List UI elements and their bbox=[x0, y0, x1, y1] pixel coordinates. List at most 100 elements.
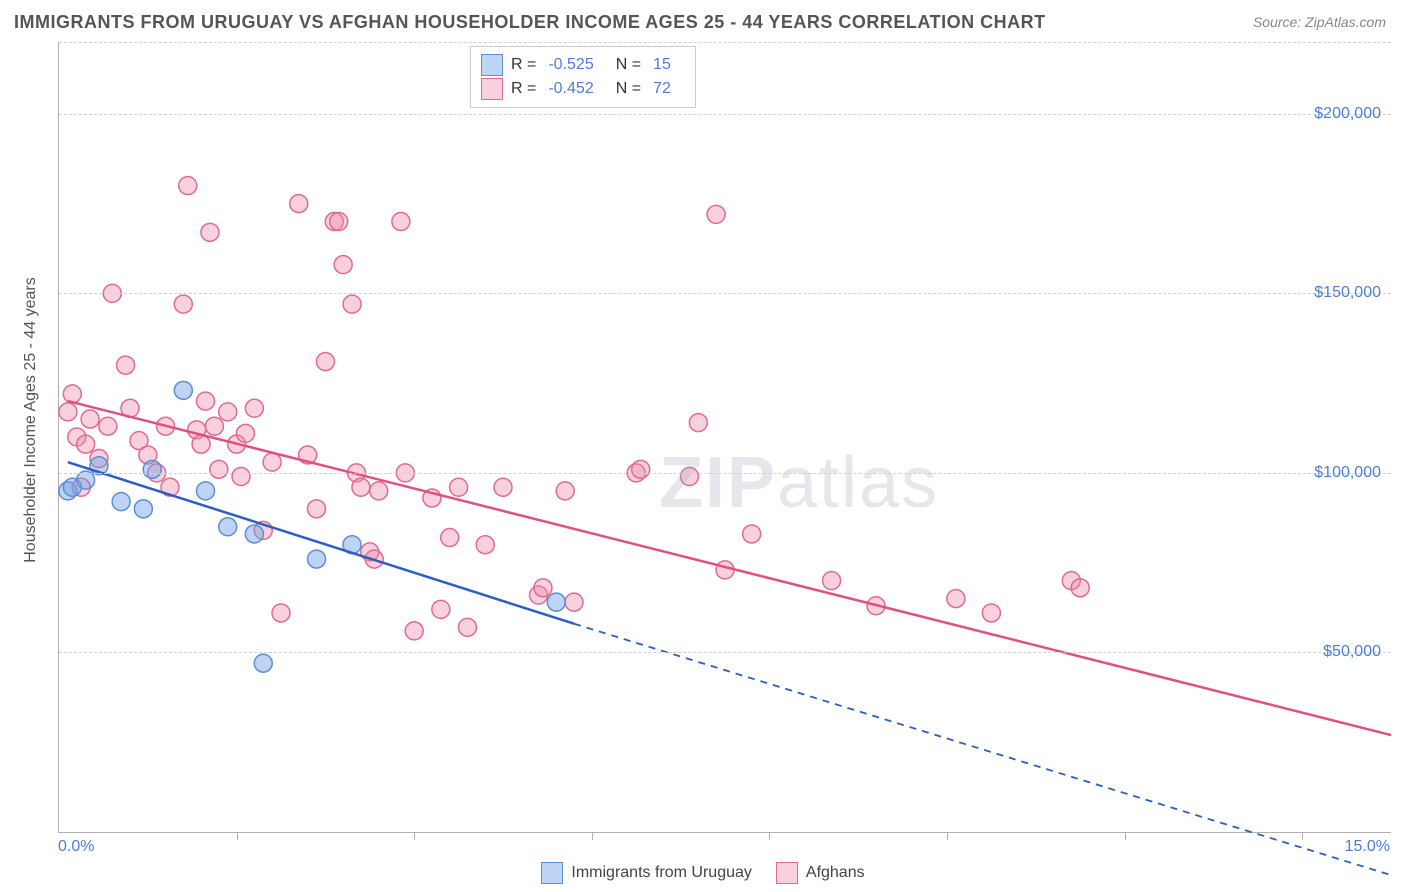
data-point bbox=[179, 177, 197, 195]
data-point bbox=[290, 195, 308, 213]
data-point bbox=[392, 213, 410, 231]
data-point bbox=[77, 435, 95, 453]
data-point bbox=[134, 500, 152, 518]
data-point bbox=[556, 482, 574, 500]
x-tick bbox=[947, 832, 948, 840]
y-tick-label: $200,000 bbox=[1314, 105, 1381, 123]
gridline bbox=[59, 114, 1391, 115]
correlation-legend: R = -0.525 N = 15 R = -0.452 N = 72 bbox=[470, 46, 696, 108]
data-point bbox=[680, 468, 698, 486]
data-point bbox=[263, 453, 281, 471]
data-point bbox=[232, 468, 250, 486]
r-value-uruguay: -0.525 bbox=[548, 53, 593, 77]
source-attribution: Source: ZipAtlas.com bbox=[1253, 14, 1386, 30]
data-point bbox=[236, 424, 254, 442]
data-point bbox=[343, 295, 361, 313]
data-point bbox=[405, 622, 423, 640]
x-tick bbox=[1302, 832, 1303, 840]
data-point bbox=[547, 593, 565, 611]
r-label: R = bbox=[511, 77, 536, 101]
data-point bbox=[197, 392, 215, 410]
data-point bbox=[743, 525, 761, 543]
data-point bbox=[334, 256, 352, 274]
trendline-uruguay-extrapolated bbox=[574, 624, 1391, 875]
data-point bbox=[254, 654, 272, 672]
data-point bbox=[201, 223, 219, 241]
n-value-uruguay: 15 bbox=[653, 53, 671, 77]
y-tick-label: $100,000 bbox=[1314, 464, 1381, 482]
data-point bbox=[205, 417, 223, 435]
r-label: R = bbox=[511, 53, 536, 77]
y-axis-label: Householder Income Ages 25 - 44 years bbox=[22, 277, 40, 563]
swatch-uruguay bbox=[481, 54, 503, 76]
data-point bbox=[117, 356, 135, 374]
legend-row-uruguay: R = -0.525 N = 15 bbox=[481, 53, 685, 77]
legend-item-uruguay: Immigrants from Uruguay bbox=[541, 862, 752, 884]
data-point bbox=[143, 460, 161, 478]
x-tick bbox=[414, 832, 415, 840]
data-point bbox=[352, 478, 370, 496]
data-point bbox=[458, 618, 476, 636]
data-point bbox=[210, 460, 228, 478]
y-tick-label: $50,000 bbox=[1323, 643, 1381, 661]
swatch-afghans bbox=[481, 78, 503, 100]
n-label: N = bbox=[616, 53, 641, 77]
n-label: N = bbox=[616, 77, 641, 101]
n-value-afghans: 72 bbox=[653, 77, 671, 101]
swatch-uruguay-icon bbox=[541, 862, 563, 884]
data-point bbox=[823, 572, 841, 590]
plot-area: ZIPatlas $50,000$100,000$150,000$200,000 bbox=[58, 42, 1391, 833]
data-point bbox=[81, 410, 99, 428]
data-point bbox=[432, 600, 450, 618]
data-point bbox=[316, 353, 334, 371]
trendline-afghans bbox=[68, 401, 1391, 735]
data-point bbox=[308, 500, 326, 518]
data-point bbox=[272, 604, 290, 622]
y-tick-label: $150,000 bbox=[1314, 284, 1381, 302]
x-tick bbox=[592, 832, 593, 840]
x-axis-max-label: 15.0% bbox=[1345, 838, 1390, 856]
data-point bbox=[632, 460, 650, 478]
data-point bbox=[450, 478, 468, 496]
x-tick bbox=[237, 832, 238, 840]
data-point bbox=[174, 381, 192, 399]
data-point bbox=[370, 482, 388, 500]
data-point bbox=[494, 478, 512, 496]
gridline bbox=[59, 473, 1391, 474]
data-point bbox=[534, 579, 552, 597]
data-point bbox=[1071, 579, 1089, 597]
x-tick bbox=[769, 832, 770, 840]
series-legend: Immigrants from Uruguay Afghans bbox=[0, 862, 1406, 884]
legend-label-uruguay: Immigrants from Uruguay bbox=[571, 864, 752, 882]
data-point bbox=[174, 295, 192, 313]
data-point bbox=[716, 561, 734, 579]
swatch-afghans-icon bbox=[776, 862, 798, 884]
data-point bbox=[59, 403, 77, 421]
legend-item-afghans: Afghans bbox=[776, 862, 865, 884]
data-point bbox=[476, 536, 494, 554]
gridline bbox=[59, 42, 1391, 43]
data-point bbox=[441, 529, 459, 547]
data-point bbox=[245, 399, 263, 417]
chart-svg bbox=[59, 42, 1391, 832]
data-point bbox=[947, 590, 965, 608]
data-point bbox=[565, 593, 583, 611]
data-point bbox=[982, 604, 1000, 622]
legend-row-afghans: R = -0.452 N = 72 bbox=[481, 77, 685, 101]
legend-label-afghans: Afghans bbox=[806, 864, 865, 882]
r-value-afghans: -0.452 bbox=[548, 77, 593, 101]
chart-title: IMMIGRANTS FROM URUGUAY VS AFGHAN HOUSEH… bbox=[14, 12, 1046, 33]
data-point bbox=[192, 435, 210, 453]
data-point bbox=[689, 414, 707, 432]
data-point bbox=[99, 417, 117, 435]
data-point bbox=[707, 205, 725, 223]
data-point bbox=[197, 482, 215, 500]
data-point bbox=[63, 385, 81, 403]
data-point bbox=[219, 403, 237, 421]
x-tick bbox=[1125, 832, 1126, 840]
data-point bbox=[112, 493, 130, 511]
gridline bbox=[59, 652, 1391, 653]
data-point bbox=[330, 213, 348, 231]
data-point bbox=[308, 550, 326, 568]
x-axis-min-label: 0.0% bbox=[58, 838, 94, 856]
